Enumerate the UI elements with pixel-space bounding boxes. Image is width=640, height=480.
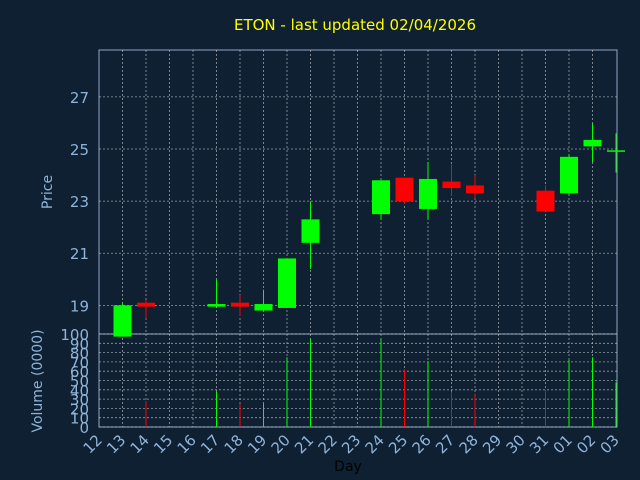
candle-body [466, 185, 484, 194]
price-tick-label: 23 [70, 193, 89, 211]
candle-body [536, 190, 555, 212]
candle-body [560, 156, 578, 194]
volume-tick-label: 40 [70, 382, 89, 400]
volume-tick-label: 10 [70, 410, 89, 428]
chart-title: ETON - last updated 02/04/2026 [234, 16, 476, 34]
price-tick-label: 27 [70, 89, 89, 107]
volume-tick-label: 20 [70, 400, 89, 418]
volume-tick-label: 0 [79, 419, 89, 437]
volume-bars [145, 338, 617, 427]
volume-tick-label: 60 [70, 363, 89, 381]
candle-body [254, 304, 273, 311]
candle-body [137, 302, 155, 307]
candlesticks [113, 122, 625, 337]
price-tick-labels: 19 21 23 25 27 [70, 89, 89, 315]
volume-tick-label: 70 [70, 354, 89, 372]
x-axis-label: Day [334, 459, 362, 475]
volume-tick-label: 30 [70, 391, 89, 409]
volume-tick-label: 100 [60, 326, 89, 344]
candle-body [442, 181, 461, 189]
price-tick-label: 25 [70, 141, 89, 159]
candle-body [607, 150, 625, 152]
candle-body [419, 178, 437, 209]
candle-body [301, 219, 320, 243]
candle-body [207, 304, 226, 307]
price-axis-label: Price [40, 175, 56, 209]
volume-tick-label: 80 [70, 345, 89, 363]
candle-body [395, 177, 414, 202]
candle-body [278, 258, 296, 308]
candle-body [372, 180, 390, 215]
x-tick-labels: 1213141516171819202122232425262728293031… [80, 431, 623, 457]
volume-tick-label: 90 [70, 335, 89, 353]
price-tick-label: 19 [70, 297, 89, 315]
volume-axis-label: Volume (0000) [30, 329, 46, 432]
candle-body [113, 305, 132, 337]
candle-body [583, 139, 602, 147]
candle-body [231, 302, 249, 307]
price-tick-label: 21 [70, 245, 89, 263]
volume-tick-label: 50 [70, 373, 89, 391]
